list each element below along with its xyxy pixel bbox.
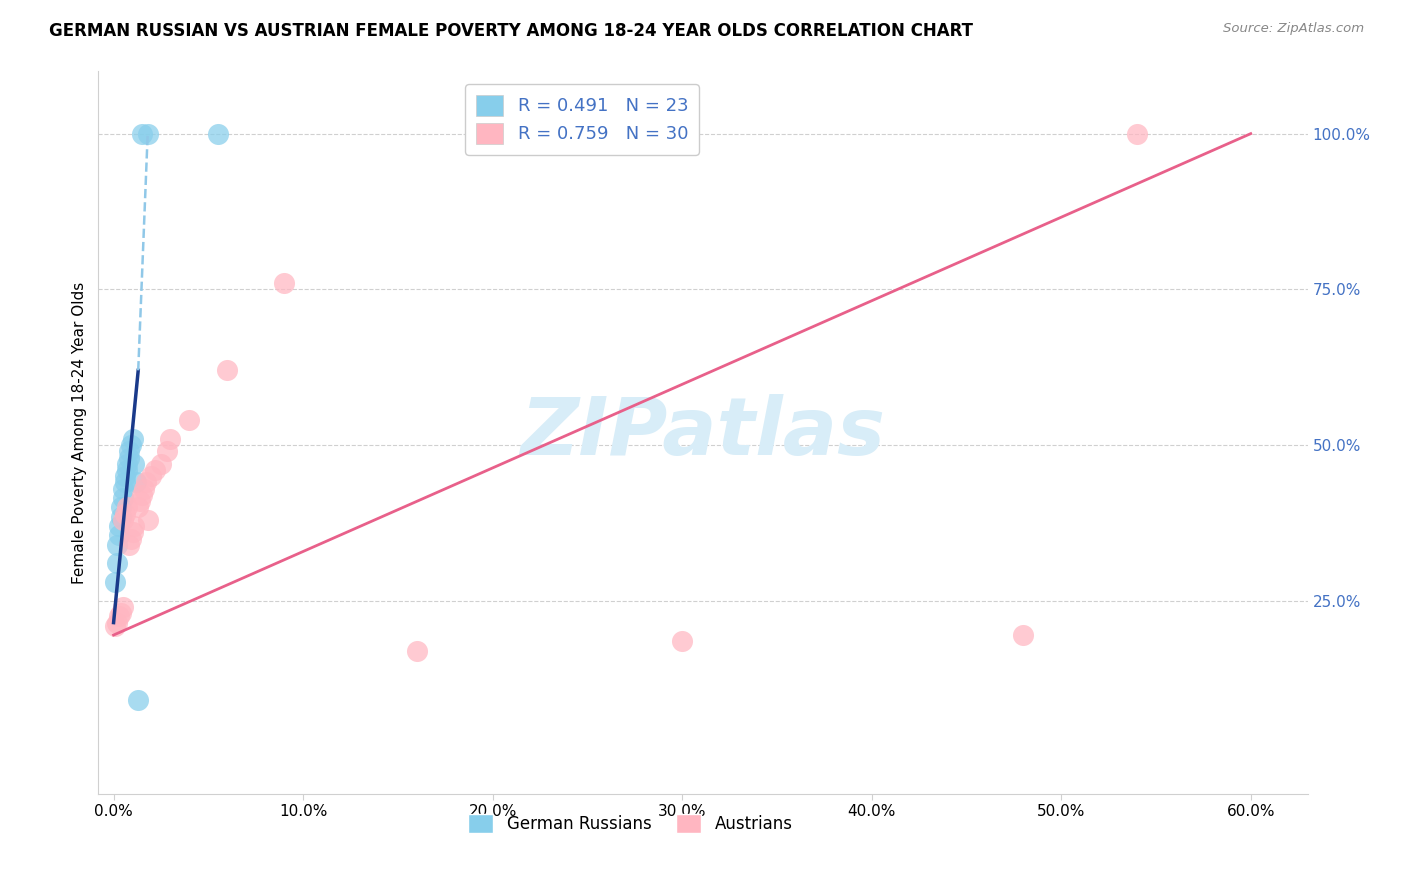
Point (124, 457, 146, 471)
Point (132, 482, 155, 496)
Point (104, 575, 127, 590)
Point (124, 519, 146, 533)
Point (118, 538, 141, 552)
Point (104, 618, 127, 632)
Point (136, 513, 159, 527)
Point (121, 525, 143, 540)
Point (112, 491, 135, 505)
Point (1012, 628, 1035, 642)
Y-axis label: Female Poverty Among 18-24 Year Olds: Female Poverty Among 18-24 Year Olds (72, 282, 87, 583)
Point (1126, 127, 1149, 141)
Point (110, 500, 132, 515)
Legend: German Russians, Austrians: German Russians, Austrians (461, 808, 800, 839)
Text: ZIPatlas: ZIPatlas (520, 393, 886, 472)
Point (127, 693, 149, 707)
Point (108, 519, 131, 533)
Point (217, 363, 239, 377)
Point (131, 488, 153, 502)
Point (273, 276, 295, 290)
Point (105, 615, 128, 630)
Point (131, 127, 153, 141)
Point (118, 450, 141, 465)
Point (112, 513, 135, 527)
Point (115, 500, 138, 515)
Text: GERMAN RUSSIAN VS AUSTRIAN FEMALE POVERTY AMONG 18-24 YEAR OLDS CORRELATION CHAR: GERMAN RUSSIAN VS AUSTRIAN FEMALE POVERT… (49, 22, 973, 40)
Point (110, 607, 132, 621)
Point (112, 600, 135, 615)
Point (114, 475, 136, 490)
Point (125, 475, 148, 490)
Point (108, 528, 131, 542)
Point (127, 500, 149, 515)
Point (671, 634, 693, 648)
Text: Source: ZipAtlas.com: Source: ZipAtlas.com (1223, 22, 1364, 36)
Point (112, 482, 135, 496)
Point (115, 463, 138, 477)
Point (121, 432, 143, 446)
Point (141, 469, 163, 483)
Point (105, 538, 128, 552)
Point (179, 413, 201, 427)
Point (143, 463, 166, 477)
Point (114, 469, 136, 483)
Point (120, 438, 142, 452)
Point (108, 609, 131, 624)
Point (114, 507, 136, 521)
Point (105, 557, 128, 571)
Point (156, 444, 179, 458)
Point (115, 457, 138, 471)
Point (129, 494, 152, 508)
Point (110, 509, 132, 524)
Point (405, 643, 427, 657)
Point (120, 532, 142, 546)
Point (135, 475, 157, 490)
Point (118, 444, 141, 458)
Point (207, 127, 229, 141)
Point (159, 432, 181, 446)
Point (136, 127, 159, 141)
Point (149, 457, 172, 471)
